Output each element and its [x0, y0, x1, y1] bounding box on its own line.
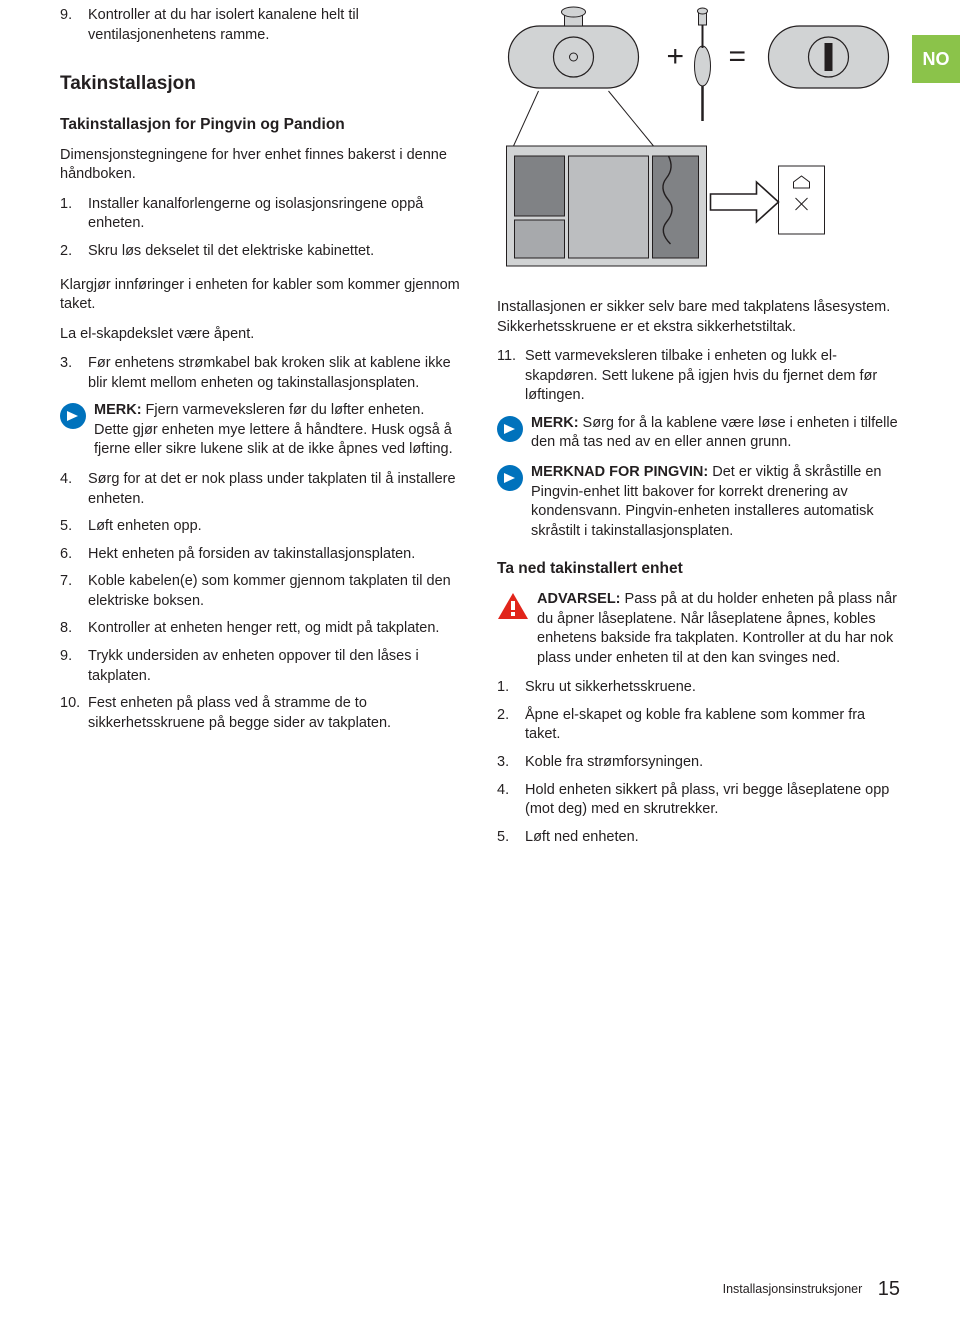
- list-number: 5.: [60, 517, 88, 537]
- list-text: Kontroller at du har isolert kanalene he…: [88, 6, 463, 45]
- paragraph-la-el: La el-skapdekslet være åpent.: [60, 325, 463, 345]
- right-column: + =: [497, 6, 900, 855]
- list-number: 4.: [60, 470, 88, 509]
- language-badge: NO: [912, 35, 960, 83]
- list-number: 10.: [60, 694, 88, 733]
- list-number: 1.: [60, 195, 88, 234]
- list-number: 6.: [60, 545, 88, 565]
- list-text: Trykk undersiden av enheten oppover til …: [88, 647, 463, 686]
- list-number: 2.: [60, 242, 88, 262]
- list-item: 7. Koble kabelen(e) som kommer gjennom t…: [60, 572, 463, 611]
- note-text: MERK: Fjern varmeveksleren før du løfter…: [94, 401, 463, 460]
- plus-symbol: +: [667, 40, 685, 73]
- list-text: Sett varmeveksleren tilbake i enheten og…: [525, 347, 900, 406]
- heading-pingvin-pandion: Takinstallasjon for Pingvin og Pandion: [60, 115, 463, 136]
- equals-symbol: =: [729, 40, 747, 73]
- list-text: Hold enheten sikkert på plass, vri begge…: [525, 781, 900, 820]
- warning-advarsel: ADVARSEL: Pass på at du holder enheten p…: [497, 590, 900, 668]
- page-content: 9. Kontroller at du har isolert kanalene…: [60, 0, 900, 855]
- list-text: Før enhetens strømkabel bak kroken slik …: [88, 354, 463, 393]
- heading-ta-ned: Ta ned takinstallert enhet: [497, 559, 900, 580]
- list-text: Fest enheten på plass ved å stramme de t…: [88, 694, 463, 733]
- list-item: 4. Hold enheten sikkert på plass, vri be…: [497, 781, 900, 820]
- list-text: Skru ut sikkerhetsskruene.: [525, 678, 900, 698]
- warning-text: ADVARSEL: Pass på at du holder enheten p…: [537, 590, 900, 668]
- list-text: Hekt enheten på forsiden av takinstallas…: [88, 545, 463, 565]
- warning-icon: [497, 592, 529, 620]
- note-merk-1: MERK: Fjern varmeveksleren før du løfter…: [60, 401, 463, 460]
- list-item: 5. Løft ned enheten.: [497, 828, 900, 848]
- list-number: 9.: [60, 647, 88, 686]
- list-item: 10. Fest enheten på plass ved å stramme …: [60, 694, 463, 733]
- arrow-icon: [60, 403, 86, 429]
- list-number: 2.: [497, 706, 525, 745]
- list-item: 6. Hekt enheten på forsiden av takinstal…: [60, 545, 463, 565]
- list-item: 3. Før enhetens strømkabel bak kroken sl…: [60, 354, 463, 393]
- note-text: MERK: Sørg for å la kablene være løse i …: [531, 414, 900, 453]
- list-text: Skru løs dekselet til det elektriske kab…: [88, 242, 463, 262]
- list-item: 2. Åpne el-skapet og koble fra kablene s…: [497, 706, 900, 745]
- list-number: 7.: [60, 572, 88, 611]
- list-item: 2. Skru løs dekselet til det elektriske …: [60, 242, 463, 262]
- list-text: Åpne el-skapet og koble fra kablene som …: [525, 706, 900, 745]
- page-number: 15: [878, 1278, 900, 1300]
- list-item: 1. Installer kanalforlengerne og isolasj…: [60, 195, 463, 234]
- list-number: 4.: [497, 781, 525, 820]
- page-footer: Installasjonsinstruksjoner 15: [723, 1276, 900, 1303]
- left-column: 9. Kontroller at du har isolert kanalene…: [60, 6, 463, 855]
- list-text: Løft enheten opp.: [88, 517, 463, 537]
- list-number: 9.: [60, 6, 88, 45]
- arrow-icon: [497, 416, 523, 442]
- paragraph-sikker: Installasjonen er sikker selv bare med t…: [497, 298, 900, 337]
- list-text: Løft ned enheten.: [525, 828, 900, 848]
- list-item: 1. Skru ut sikkerhetsskruene.: [497, 678, 900, 698]
- list-item: 4. Sørg for at det er nok plass under ta…: [60, 470, 463, 509]
- list-item: 8. Kontroller at enheten henger rett, og…: [60, 619, 463, 639]
- list-item: 5. Løft enheten opp.: [60, 517, 463, 537]
- list-number: 3.: [497, 753, 525, 773]
- footer-label: Installasjonsinstruksjoner: [723, 1282, 863, 1296]
- paragraph-dimensions: Dimensjonstegningene for hver enhet finn…: [60, 146, 463, 185]
- list-text: Kontroller at enheten henger rett, og mi…: [88, 619, 463, 639]
- list-item-9-top: 9. Kontroller at du har isolert kanalene…: [60, 6, 463, 45]
- list-number: 5.: [497, 828, 525, 848]
- list-number: 3.: [60, 354, 88, 393]
- list-number: 1.: [497, 678, 525, 698]
- list-text: Koble kabelen(e) som kommer gjennom takp…: [88, 572, 463, 611]
- paragraph-klargjor: Klargjør innføringer i enheten for kable…: [60, 276, 463, 315]
- note-text: MERKNAD FOR PINGVIN: Det er viktig å skr…: [531, 463, 900, 541]
- list-number: 11.: [497, 347, 525, 406]
- note-merk-2: MERK: Sørg for å la kablene være løse i …: [497, 414, 900, 453]
- list-text: Sørg for at det er nok plass under takpl…: [88, 470, 463, 509]
- list-item: 3. Koble fra strømforsyningen.: [497, 753, 900, 773]
- figure-installation-diagram: + =: [497, 6, 900, 286]
- heading-takinstallasjon: Takinstallasjon: [60, 71, 463, 97]
- list-text: Installer kanalforlengerne og isolasjons…: [88, 195, 463, 234]
- list-item: 11. Sett varmeveksleren tilbake i enhete…: [497, 347, 900, 406]
- list-number: 8.: [60, 619, 88, 639]
- list-text: Koble fra strømforsyningen.: [525, 753, 900, 773]
- arrow-icon: [497, 465, 523, 491]
- note-merknad-pingvin: MERKNAD FOR PINGVIN: Det er viktig å skr…: [497, 463, 900, 541]
- list-item: 9. Trykk undersiden av enheten oppover t…: [60, 647, 463, 686]
